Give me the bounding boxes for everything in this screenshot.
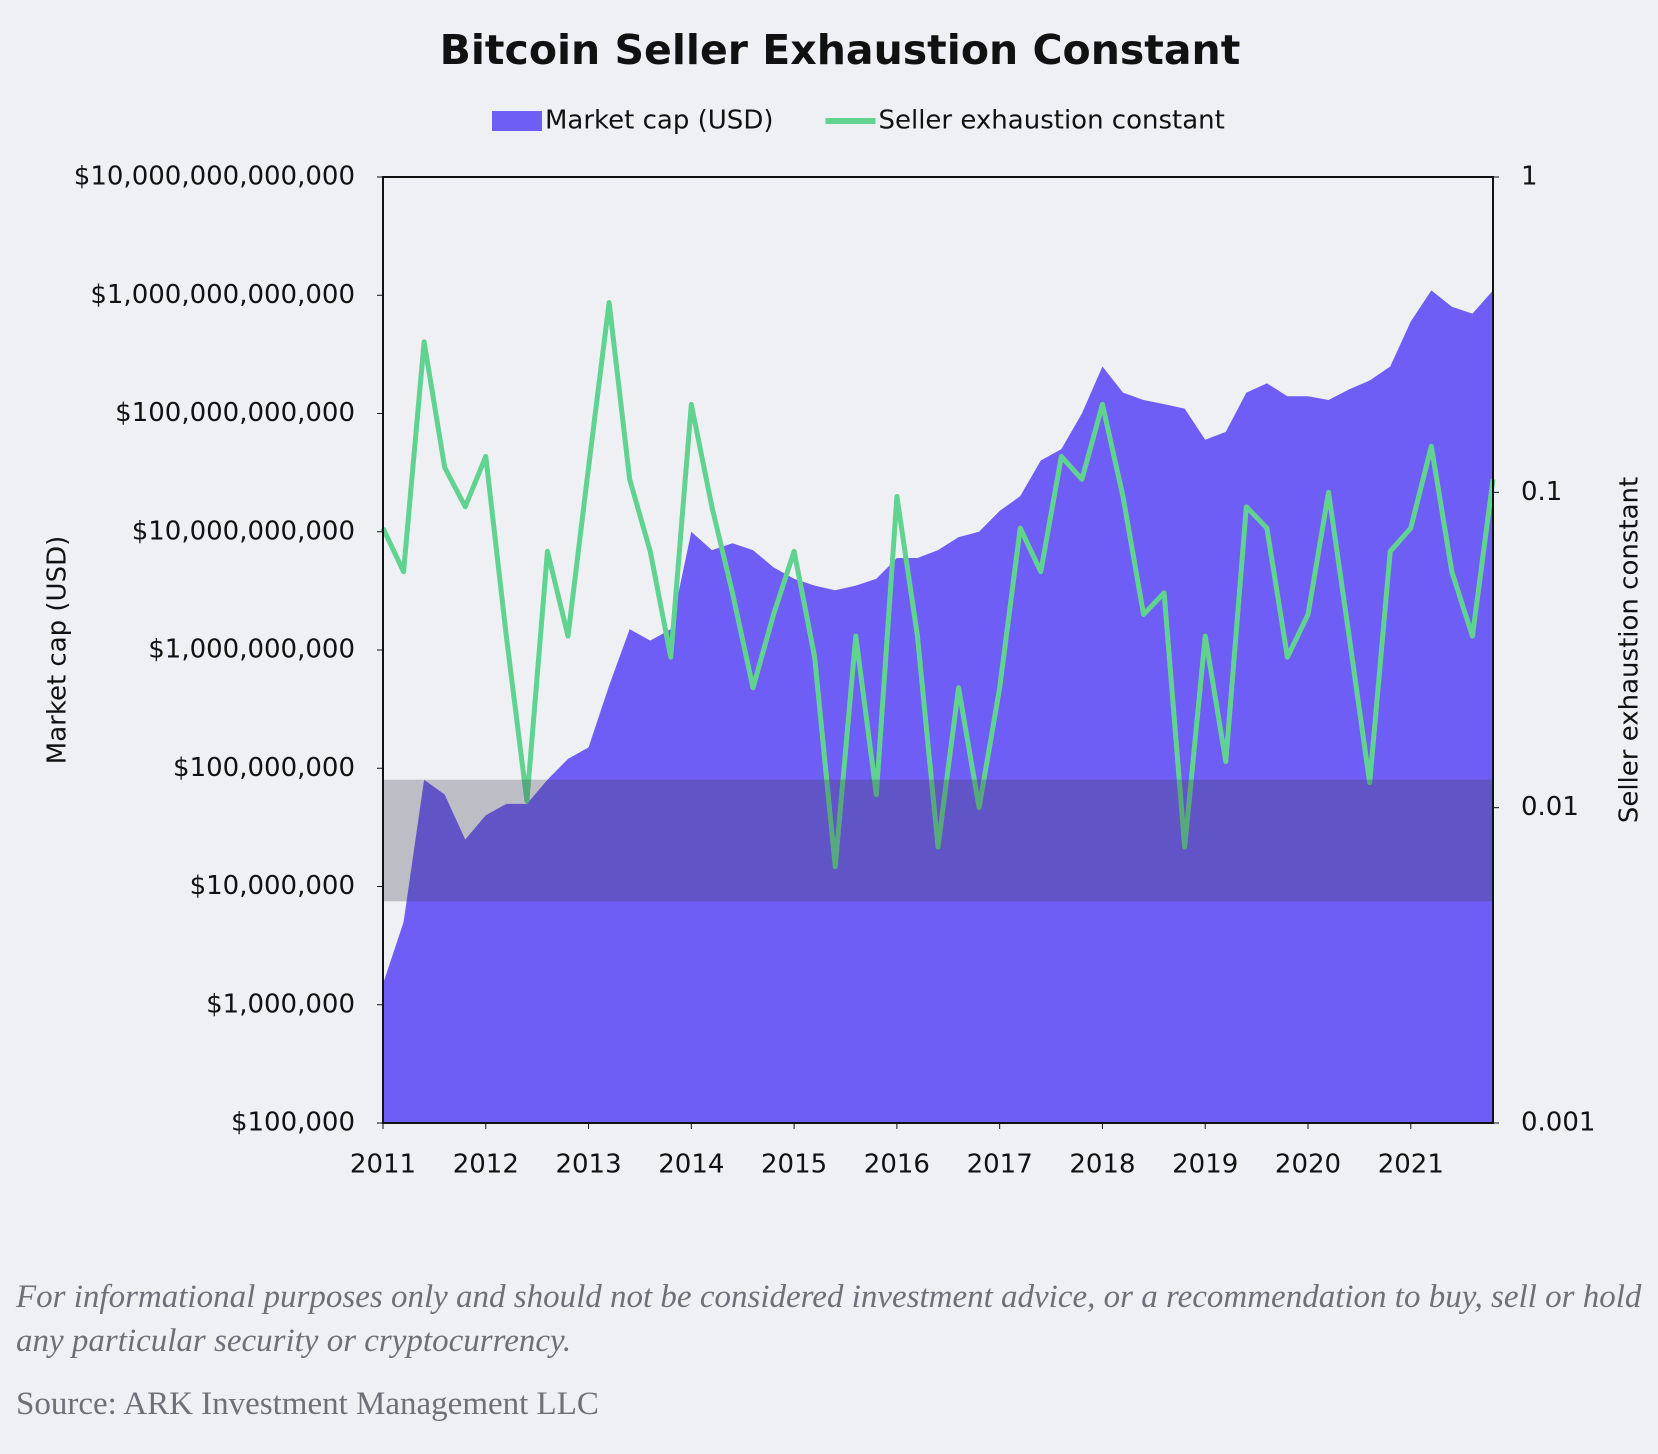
x-tick-label: 2012: [453, 1150, 519, 1180]
legend-swatch: [492, 111, 542, 131]
x-tick-label: 2011: [350, 1150, 416, 1180]
x-tick-label: 2016: [864, 1150, 930, 1180]
market-cap-area: [383, 290, 1493, 1123]
source: Source: ARK Investment Management LLC: [16, 1386, 599, 1422]
disclaimer: For informational purposes only and shou…: [16, 1279, 1642, 1359]
y-axis-title: Market cap (USD): [43, 536, 73, 764]
y2-tick-label: 0.01: [1521, 792, 1579, 822]
chart-title: Bitcoin Seller Exhaustion Constant: [440, 26, 1241, 74]
y-tick-label: $100,000: [231, 1108, 355, 1138]
y-tick-label: $10,000,000,000,000: [74, 162, 355, 192]
x-tick-label: 2020: [1275, 1150, 1341, 1180]
y-tick-label: $1,000,000,000: [148, 635, 355, 665]
y-tick-label: $10,000,000: [190, 871, 355, 901]
y2-tick-label: 0.1: [1521, 477, 1562, 507]
x-tick-label: 2015: [761, 1150, 827, 1180]
y-tick-label: $1,000,000,000,000: [90, 280, 355, 310]
x-tick-label: 2014: [658, 1150, 724, 1180]
legend-label: Market cap (USD): [545, 106, 773, 136]
y-tick-label: $100,000,000,000: [115, 398, 355, 428]
x-tick-label: 2013: [555, 1150, 621, 1180]
x-tick-label: 2017: [967, 1150, 1033, 1180]
y-tick-label: $10,000,000,000: [132, 516, 355, 546]
chart: Bitcoin Seller Exhaustion Constant Marke…: [43, 26, 1645, 1180]
y-tick-label: $100,000,000: [173, 753, 355, 783]
highlight-band: [383, 779, 1493, 902]
y-tick-label: $1,000,000: [206, 989, 355, 1019]
y2-axis-title: Seller exhaustion constant: [1615, 477, 1645, 823]
y2-tick-label: 0.001: [1521, 1108, 1595, 1138]
y2-tick-label: 1: [1521, 162, 1538, 192]
seller-exhaustion-line: [380, 299, 1496, 870]
x-tick-label: 2019: [1172, 1150, 1238, 1180]
x-tick-label: 2018: [1069, 1150, 1135, 1180]
legend-label: Seller exhaustion constant: [878, 106, 1224, 136]
x-tick-label: 2021: [1378, 1150, 1444, 1180]
